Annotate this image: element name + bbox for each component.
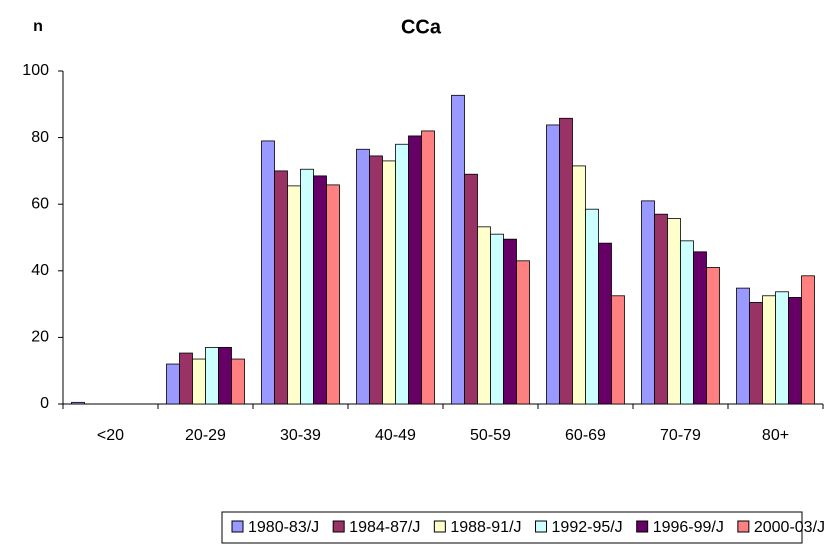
chart-title: CCa (401, 16, 442, 38)
x-tick-label: <20 (97, 427, 124, 444)
bar (356, 148, 370, 405)
bar (611, 295, 625, 405)
bar (313, 175, 327, 405)
legend-swatch (636, 520, 649, 533)
y-tick-label: 20 (31, 329, 49, 346)
bar (490, 233, 504, 405)
legend-label: 1992-95/J (552, 519, 623, 536)
legend-swatch (737, 520, 750, 533)
bar (572, 165, 586, 405)
bar (451, 94, 465, 405)
bar (179, 352, 193, 405)
bar (477, 226, 491, 405)
bar (166, 363, 180, 405)
bar (464, 173, 478, 405)
bar (326, 184, 340, 405)
y-tick-label: 100 (22, 62, 49, 79)
bar (693, 251, 707, 405)
bar (274, 170, 288, 405)
bar (421, 130, 435, 405)
y-tick-label: 80 (31, 129, 49, 146)
x-tick-label: 30-39 (280, 427, 321, 444)
bar (205, 346, 219, 405)
bar (369, 155, 383, 405)
bar (218, 346, 232, 405)
legend-box (221, 511, 803, 544)
bar (654, 213, 668, 405)
legend-swatch (433, 520, 446, 533)
bar (382, 160, 396, 405)
x-tick-label: 50-59 (470, 427, 511, 444)
x-tick-label: 40-49 (375, 427, 416, 444)
x-tick-label: 70-79 (660, 427, 701, 444)
bar (395, 143, 409, 405)
legend-swatch (332, 520, 345, 533)
legend-label: 1996-99/J (653, 519, 724, 536)
legend-swatch (535, 520, 548, 533)
bar (585, 208, 599, 405)
bar (546, 124, 560, 405)
bar (775, 291, 789, 405)
bar (408, 135, 422, 405)
bar (300, 168, 314, 405)
bar (667, 218, 681, 405)
y-tick-label: 60 (31, 195, 49, 212)
bar (559, 117, 573, 405)
bar (231, 358, 245, 405)
bar (680, 240, 694, 405)
x-tick-label: 20-29 (185, 427, 226, 444)
y-tick-label: 40 (31, 262, 49, 279)
bar (801, 275, 815, 405)
bar (749, 302, 763, 405)
bar (788, 297, 802, 405)
bar (287, 185, 301, 405)
bar (736, 287, 750, 405)
bar (261, 140, 275, 405)
y-tick-label: 0 (40, 395, 49, 412)
legend-label: 1984-87/J (349, 519, 420, 536)
legend-label: 2000-03/J (754, 519, 825, 536)
bar (516, 260, 530, 405)
bar (706, 267, 720, 405)
legend-label: 1988-91/J (450, 519, 521, 536)
x-tick-label: 60-69 (565, 427, 606, 444)
bar (641, 200, 655, 405)
bar (192, 358, 206, 405)
y-axis-label: n (33, 18, 43, 35)
bar (598, 242, 612, 405)
bar (503, 238, 517, 405)
x-tick-label: 80+ (762, 427, 789, 444)
bar (762, 295, 776, 405)
legend-label: 1980-83/J (248, 519, 319, 536)
legend-swatch (231, 520, 244, 533)
bar (71, 401, 85, 405)
